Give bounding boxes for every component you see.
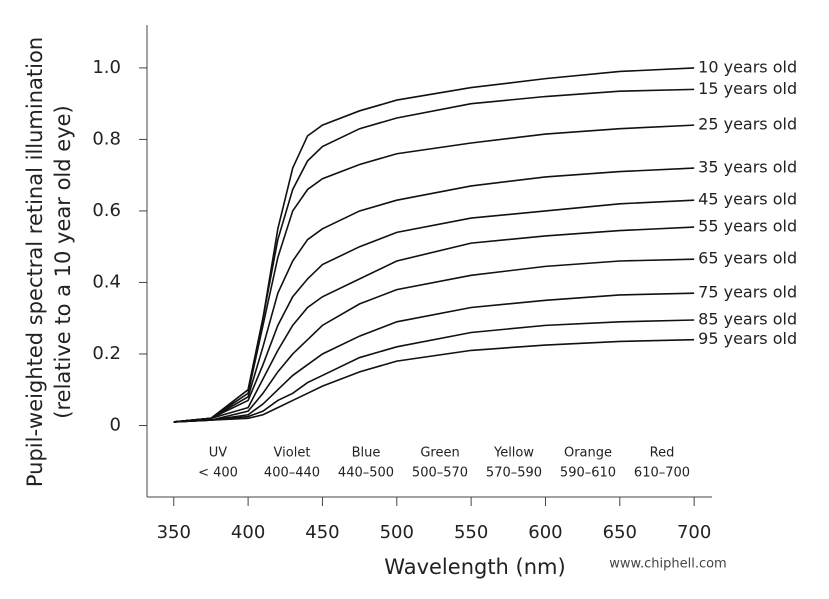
x-tick-label: 500 [380, 522, 414, 543]
y-tick-label: 0.8 [92, 128, 121, 149]
x-tick-label: 650 [603, 522, 637, 543]
band-name: Red [650, 446, 675, 461]
band-range: 440–500 [338, 466, 394, 481]
band-range: 610–700 [634, 466, 690, 481]
series-label: 65 years old [698, 249, 797, 268]
x-tick-label: 350 [157, 522, 191, 543]
band-range: 500–570 [412, 466, 468, 481]
watermark: www.chiphell.com [609, 557, 726, 572]
band-name: Violet [274, 446, 311, 461]
y-tick-label: 0.4 [92, 271, 121, 292]
series-label: 15 years old [698, 79, 797, 98]
series-line [173, 199, 695, 423]
y-tick-label: 0.2 [92, 343, 121, 364]
band-name: UV [209, 446, 228, 461]
band-name: Green [420, 446, 459, 461]
series-label: 25 years old [698, 115, 797, 134]
x-axis-label: Wavelength (nm) [384, 555, 565, 579]
band-range: 590–610 [560, 466, 616, 481]
series-line [173, 226, 695, 423]
series-line [173, 319, 695, 423]
band-range: 570–590 [486, 466, 542, 481]
band-name: Blue [352, 446, 381, 461]
series-line [173, 124, 695, 423]
series-line [173, 167, 695, 423]
band-range: 400–440 [264, 466, 320, 481]
x-tick-label: 600 [528, 522, 562, 543]
y-tick-label: 0 [110, 414, 121, 435]
series-line [173, 88, 695, 423]
series-label: 45 years old [698, 190, 797, 209]
y-axis-label: (relative to a 10 year old eye) [51, 105, 75, 418]
band-name: Yellow [493, 446, 534, 461]
x-tick-label: 700 [677, 522, 711, 543]
series-label: 35 years old [698, 158, 797, 177]
y-axis-label: Pupil-weighted spectral retinal illumina… [23, 37, 47, 487]
series-label: 85 years old [698, 310, 797, 329]
series-label: 55 years old [698, 217, 797, 236]
series-line [173, 338, 695, 423]
series-line [173, 292, 695, 423]
series-label: 95 years old [698, 329, 797, 348]
series-label: 75 years old [698, 283, 797, 302]
x-tick-label: 400 [231, 522, 265, 543]
x-tick-label: 450 [305, 522, 339, 543]
y-tick-label: 0.6 [92, 200, 121, 221]
y-tick-label: 1.0 [92, 57, 121, 78]
band-name: Orange [564, 446, 612, 461]
series-line [173, 258, 695, 423]
series-label: 10 years old [698, 57, 797, 76]
x-tick-label: 550 [454, 522, 488, 543]
band-range: < 400 [198, 466, 238, 481]
